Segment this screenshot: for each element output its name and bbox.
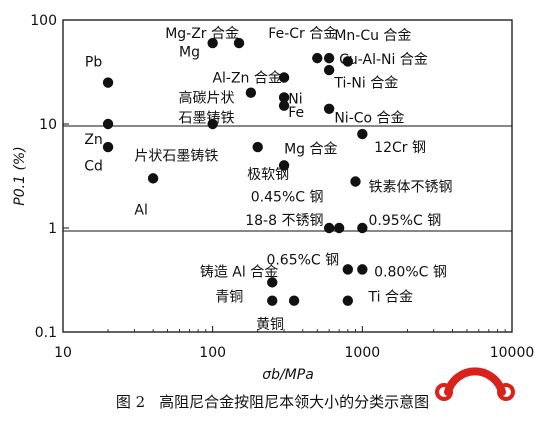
- point-label: Ni-Co 合金: [334, 111, 404, 127]
- data-point: [278, 92, 290, 103]
- x-tick-label: 100: [199, 345, 226, 361]
- point-label: 青铜: [215, 289, 243, 305]
- data-point: [233, 37, 245, 49]
- data-point: [267, 277, 278, 288]
- point-label: 12Cr 钢: [374, 140, 426, 156]
- data-point: [323, 103, 335, 115]
- x-tick-label: 10: [54, 345, 72, 361]
- point-label: Al: [134, 203, 147, 219]
- figure-caption: 图 2 高阻尼合金按阻尼本领大小的分类示意图: [0, 391, 559, 412]
- data-point: [342, 295, 354, 306]
- point-label: Mn-Cu 合金: [334, 28, 411, 44]
- data-point: [357, 222, 368, 234]
- data-point: [102, 141, 114, 153]
- data-point: [333, 222, 345, 234]
- point-label: 0.80%C 钢: [374, 265, 447, 281]
- point-label: Mg 合金: [284, 142, 337, 158]
- point-label: Ti 合金: [368, 289, 413, 305]
- point-label: 铸造 Al 合金: [200, 265, 278, 281]
- data-point: [207, 37, 218, 49]
- figure-number: 图 2: [115, 393, 146, 411]
- point-label: 0.45%C 钢: [251, 190, 324, 206]
- x-tick-label: 1000: [345, 345, 381, 361]
- x-tick-label: 10000: [490, 345, 535, 361]
- x-axis-ticks: 10 100 1000 10000: [54, 326, 534, 361]
- point-label: Cu-Al-Ni 合金: [339, 52, 428, 68]
- data-point: [342, 264, 354, 275]
- data-point: [323, 52, 335, 64]
- point-label: 黄铜: [256, 316, 284, 333]
- figure-caption-text: 高阻尼合金按阻尼本领大小的分类示意图: [159, 393, 430, 411]
- data-point: [357, 128, 368, 140]
- data-points: [102, 37, 368, 306]
- data-point: [102, 77, 114, 88]
- point-label: 极软钢: [247, 167, 289, 183]
- point-label: Cd: [84, 158, 103, 174]
- point-label: Mg-Zr 合金: [165, 26, 239, 42]
- point-label: 铁素体不锈钢: [369, 180, 453, 196]
- point-label: Fe: [288, 105, 304, 121]
- data-point: [252, 141, 263, 153]
- data-point: [357, 264, 368, 275]
- point-label: Zn: [84, 132, 102, 148]
- point-label: Pb: [85, 54, 102, 70]
- data-point: [323, 222, 335, 234]
- data-point: [102, 118, 114, 130]
- data-point: [147, 173, 159, 184]
- data-point: [323, 64, 335, 76]
- point-label: Ti-Ni 合金: [333, 76, 398, 92]
- data-point: [312, 52, 323, 64]
- point-label: 0.65%C 钢: [266, 252, 339, 268]
- data-point: [278, 72, 290, 83]
- point-label: Mg: [179, 44, 200, 60]
- data-point: [278, 160, 290, 171]
- logo-icon: [435, 367, 515, 401]
- data-point: [342, 56, 354, 67]
- y-tick-label: 1: [48, 221, 57, 237]
- point-label: 高碳片状: [179, 89, 235, 106]
- point-label: 片状石墨铸铁: [134, 148, 218, 164]
- point-label: Fe-Cr 合金: [268, 26, 337, 42]
- plot-frame: [62, 19, 513, 333]
- point-label: 18-8 不锈钢: [245, 213, 323, 229]
- point-label: 0.95%C 钢: [369, 213, 442, 229]
- y-tick-label: 100: [30, 13, 57, 29]
- data-point: [350, 176, 361, 187]
- data-point: [288, 295, 300, 306]
- y-axis-ticks: 0.1 1 10 100: [30, 13, 69, 341]
- point-label: 石墨铸铁: [179, 111, 235, 127]
- data-point: [245, 87, 257, 98]
- y-tick-label: 10: [39, 117, 57, 133]
- data-point: [278, 100, 290, 111]
- y-tick-label: 0.1: [35, 325, 57, 341]
- data-point: [267, 295, 278, 306]
- data-point: [207, 118, 218, 130]
- point-label: Al-Zn 合金: [212, 70, 281, 86]
- x-axis-label: σb/MPa: [262, 367, 314, 383]
- point-label: Ni: [288, 92, 302, 108]
- y-axis-label: P0.1 (%): [12, 146, 28, 205]
